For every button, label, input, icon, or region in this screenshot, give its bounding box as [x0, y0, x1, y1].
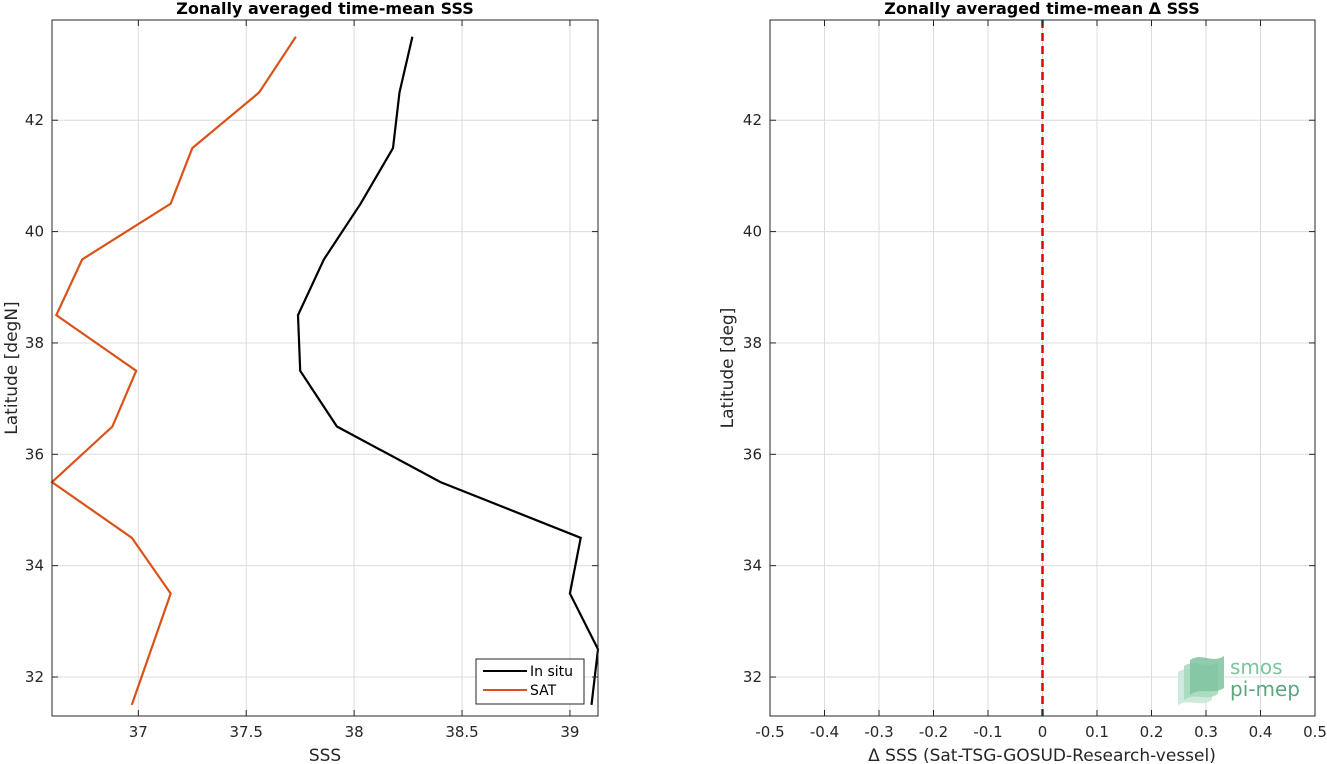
- x-tick-label: -0.3: [864, 723, 893, 741]
- right-chart-title: Zonally averaged time-mean Δ SSS: [884, 0, 1200, 18]
- y-tick-label: 34: [743, 557, 762, 575]
- x-tick-label: 38.5: [445, 723, 478, 741]
- x-tick-label: 37: [129, 723, 148, 741]
- y-tick-label: 36: [25, 445, 44, 463]
- left-legend: In situ SAT: [475, 658, 585, 705]
- series-line-sat: [50, 36, 297, 706]
- right-x-axis-label: Δ SSS (Sat-TSG-GOSUD-Research-vessel): [868, 746, 1216, 764]
- right-y-axis-label: Latitude [deg]: [718, 308, 738, 429]
- x-tick-label: 0.2: [1140, 723, 1164, 741]
- y-tick-label: 34: [25, 557, 44, 575]
- y-tick-label: 40: [25, 223, 44, 241]
- left-chart: 37 37.5 38 38.5 39 32 34 36 38 40 42 Zonally avera…: [2, 0, 600, 764]
- y-tick-label: 32: [743, 668, 762, 686]
- smos-pi-mep-logo: smos pi-mep: [1178, 655, 1300, 705]
- x-tick-label: -0.1: [973, 723, 1002, 741]
- left-series: [50, 36, 600, 706]
- y-tick-label: 32: [25, 668, 44, 686]
- legend-label-in-situ: In situ: [530, 664, 573, 680]
- legend-label-sat: SAT: [530, 683, 557, 699]
- y-tick-label: 42: [743, 111, 762, 129]
- x-tick-label: -0.4: [810, 723, 839, 741]
- y-tick-label: 38: [743, 334, 762, 352]
- y-tick-label: 38: [25, 334, 44, 352]
- right-chart: -0.5 -0.4 -0.3 -0.2 -0.1 0 0.1 0.2 0.3 0.4 0.5 32 34…: [718, 0, 1327, 764]
- left-axes-box: [51, 19, 599, 717]
- left-x-axis-label: SSS: [309, 746, 341, 764]
- right-ticks: -0.5 -0.4 -0.3 -0.2 -0.1 0 0.1 0.2 0.3 0.4 0.5 32 34…: [743, 20, 1327, 741]
- left-chart-title: Zonally averaged time-mean SSS: [176, 0, 474, 18]
- left-y-axis-label: Latitude [degN]: [2, 301, 22, 434]
- logo-wave-icon: [1178, 656, 1224, 705]
- y-tick-label: 42: [25, 111, 44, 129]
- x-tick-label: 0.5: [1303, 723, 1327, 741]
- x-tick-label: 37.5: [230, 723, 263, 741]
- left-plot-area: [52, 20, 598, 716]
- x-tick-label: 0.3: [1194, 723, 1218, 741]
- x-tick-label: 0.1: [1085, 723, 1109, 741]
- x-tick-label: -0.2: [919, 723, 948, 741]
- x-tick-label: -0.5: [755, 723, 784, 741]
- series-line-in-situ: [296, 36, 600, 706]
- logo-text-smos: smos: [1230, 655, 1283, 679]
- x-tick-label: 39: [560, 723, 579, 741]
- logo-text-pi-mep: pi-mep: [1230, 677, 1300, 701]
- x-tick-label: 0.4: [1249, 723, 1273, 741]
- y-tick-label: 40: [743, 223, 762, 241]
- x-tick-label: 0: [1038, 723, 1048, 741]
- x-tick-label: 38: [345, 723, 364, 741]
- y-tick-label: 36: [743, 445, 762, 463]
- left-grid: [52, 20, 598, 716]
- legend-box: [475, 658, 585, 705]
- left-ticks: 37 37.5 38 38.5 39 32 34 36 38 40 42: [25, 20, 598, 741]
